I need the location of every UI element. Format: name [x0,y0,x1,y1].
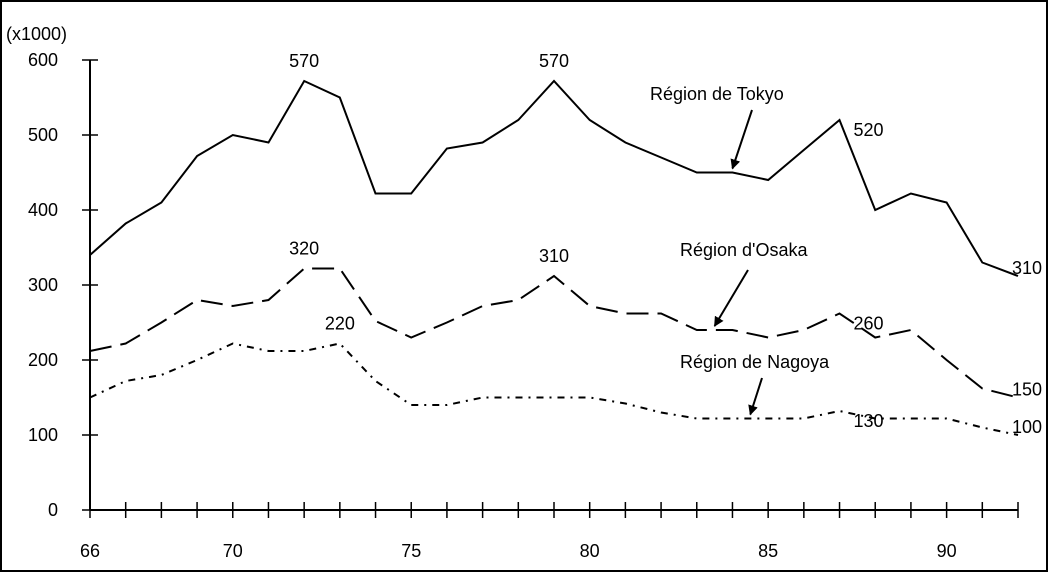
y-tick-label: 600 [28,50,58,70]
series-line-0 [89,79,1019,277]
callout-arrow [730,109,753,170]
data-label: 100 [1012,417,1042,437]
series-callout-label: Région de Tokyo [650,84,784,104]
data-label: 150 [1012,380,1042,400]
y-tick-label: 100 [28,425,58,445]
x-tick-label: 90 [937,541,957,561]
x-tick-label: 80 [580,541,600,561]
data-label: 310 [1012,258,1042,278]
callout-arrow [713,269,749,327]
data-label: 220 [325,314,355,334]
y-tick-label: 500 [28,125,58,145]
data-label: 260 [854,314,884,334]
series-callout-label: Région d'Osaka [680,240,809,260]
y-tick-label: 200 [28,350,58,370]
series-line-1 [89,267,1019,399]
data-label: 570 [539,51,569,71]
data-label: 570 [289,51,319,71]
data-label: 520 [854,120,884,140]
series-callout-label: Région de Nagoya [680,352,830,372]
data-label: 310 [539,246,569,266]
data-label: 130 [854,411,884,431]
x-tick-label: 70 [223,541,243,561]
callout-arrow [748,377,763,416]
y-tick-label: 0 [48,500,58,520]
y-tick-label: 300 [28,275,58,295]
data-label: 320 [289,239,319,259]
x-tick-label: 66 [80,541,100,561]
y-tick-label: 400 [28,200,58,220]
y-unit-label: (x1000) [6,24,67,44]
x-tick-label: 75 [401,541,421,561]
x-tick-label: 85 [758,541,778,561]
